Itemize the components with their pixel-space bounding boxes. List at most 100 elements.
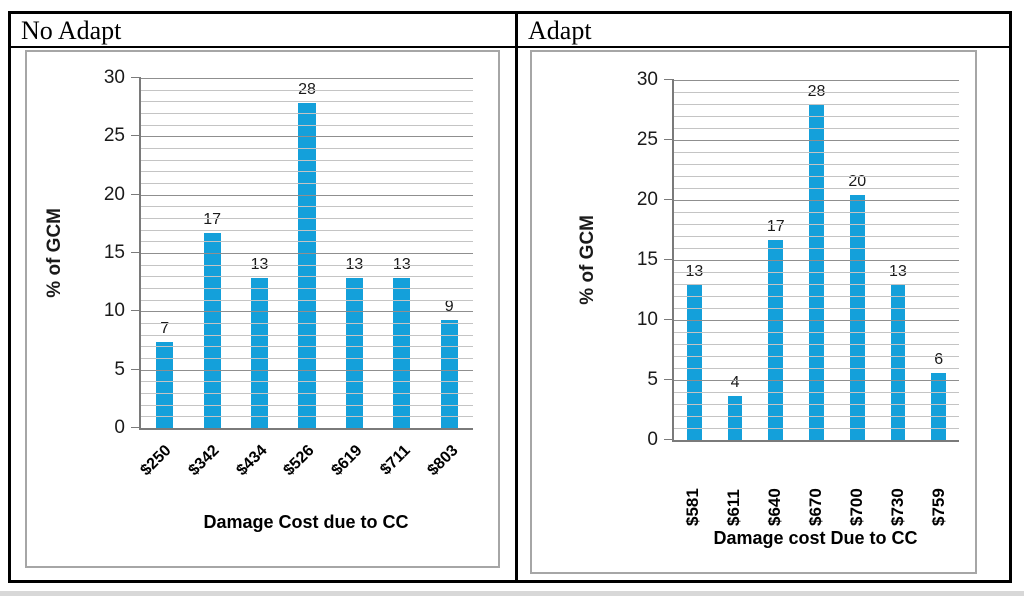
y-tick-mark (664, 259, 674, 260)
x-tick-slot: $670 (795, 452, 836, 526)
minor-grid-line (674, 92, 959, 93)
bar-usd342: 17 (203, 211, 221, 428)
y-tick-label: 0 (647, 429, 658, 450)
minor-grid-line (141, 101, 473, 103)
x-tick-label: $526 (280, 442, 319, 480)
y-tick-label: 20 (103, 183, 125, 205)
x-tick-slot: $619 (329, 438, 378, 504)
y-tick-mark (131, 368, 141, 370)
bar-value-label: 13 (392, 255, 411, 273)
minor-grid-line (141, 218, 473, 219)
minor-grid-line (674, 248, 959, 249)
two-panel-table: No Adapt % of GCM 7 17 13 28 13 13 9 0 5 10 15 20 2… (8, 11, 1012, 583)
bar-slot: 13 (878, 80, 919, 440)
minor-grid-line (674, 296, 959, 297)
chart-adapt: % of GCM 13 4 17 28 20 13 6 0 5 10 15 20 25 30 $581 $… (530, 50, 977, 574)
panel-body-no-adapt: % of GCM 7 17 13 28 13 13 9 0 5 10 15 20 25 30 $250 $… (11, 48, 515, 580)
panel-title-adapt: Adapt (518, 14, 1009, 48)
minor-grid-line (141, 113, 473, 114)
minor-grid-line (674, 152, 959, 153)
x-tick-slot: $730 (877, 452, 918, 526)
minor-grid-line (674, 176, 959, 177)
y-tick-mark (664, 79, 674, 80)
bar-usd619: 13 (345, 256, 363, 428)
x-axis-block: $250 $342 $434 $526 $619 $711 $803 Damage Cost… (137, 438, 473, 533)
y-tick-label: 25 (103, 125, 125, 147)
y-tick-mark (131, 77, 141, 78)
x-tick-slot: $711 (377, 438, 426, 504)
bar-value-label: 7 (160, 319, 170, 337)
plot-area: % of GCM 7 17 13 28 13 13 9 0 5 10 15 20 25 30 (44, 67, 473, 438)
minor-grid-line (141, 381, 473, 383)
bar-usd250: 7 (156, 320, 174, 428)
minor-grid-line (674, 344, 959, 345)
bar-value-label: 13 (250, 255, 269, 273)
x-tick-label: $581 (682, 488, 702, 526)
x-tick-slot: $611 (713, 452, 754, 526)
minor-grid-line (141, 346, 473, 348)
x-axis-title: Damage cost Due to CC (713, 528, 918, 548)
y-tick-mark (131, 135, 141, 137)
minor-grid-line (141, 183, 473, 184)
minor-grid-line (141, 159, 473, 161)
minor-grid-line (141, 288, 473, 289)
minor-grid-line (674, 272, 959, 273)
bar-value-label: 6 (934, 350, 944, 368)
y-axis-title-box: % of GCM (35, 78, 75, 428)
minor-grid-line (674, 224, 959, 225)
x-tick-label: $342 (185, 442, 223, 480)
x-tick-label: $250 (137, 442, 175, 480)
minor-grid-line (674, 356, 959, 357)
x-tick-slot: $700 (836, 452, 877, 526)
minor-grid-line (141, 148, 473, 149)
minor-grid-line (674, 236, 959, 237)
x-axis-block: $581 $611 $640 $670 $700 $730 $759 Damage cost… (672, 452, 959, 549)
bar-slot: 20 (837, 80, 878, 440)
major-grid-line (674, 380, 959, 381)
y-tick-mark (664, 439, 674, 440)
bar-usd759: 6 (931, 351, 946, 440)
bar-usd700: 20 (848, 173, 866, 440)
minor-grid-line (674, 212, 959, 213)
bar-value-label: 9 (444, 297, 454, 315)
x-axis-title: Damage Cost due to CC (203, 512, 409, 532)
bar-value-label: 13 (889, 263, 907, 281)
minor-grid-line (141, 171, 473, 173)
minor-grid-line (141, 334, 473, 336)
major-grid-line (141, 78, 473, 79)
bar-usd581: 13 (685, 263, 703, 440)
y-tick-label: 15 (103, 242, 125, 263)
bar-value-label: 13 (685, 263, 704, 281)
minor-grid-line (674, 284, 959, 285)
minor-grid-line (674, 164, 959, 165)
y-tick-label: 15 (636, 249, 658, 270)
bar-slot: 6 (918, 80, 959, 440)
bar-usd434: 13 (251, 256, 268, 428)
minor-grid-line (141, 124, 473, 126)
y-tick-mark (664, 318, 674, 320)
y-tick-label: 5 (647, 369, 658, 390)
major-grid-line (674, 320, 959, 321)
minor-grid-line (674, 404, 959, 405)
minor-grid-line (674, 188, 959, 189)
minor-grid-line (141, 416, 473, 418)
y-tick-label: 30 (103, 67, 125, 88)
y-tick-label: 20 (636, 188, 658, 210)
bar-value-label: 4 (730, 373, 740, 391)
x-tick-label: $759 (928, 488, 948, 526)
minor-grid-line (674, 308, 959, 309)
major-grid-line (141, 311, 473, 313)
x-tick-label: $434 (233, 442, 271, 480)
bar-slot: 17 (188, 78, 235, 428)
minor-grid-line (141, 206, 473, 208)
chart-no-adapt: % of GCM 7 17 13 28 13 13 9 0 5 10 15 20 25 30 $250 $… (25, 50, 500, 568)
major-grid-line (674, 80, 959, 81)
major-grid-line (674, 200, 959, 201)
bar-value-label: 20 (848, 173, 867, 191)
bar-value-label: 28 (807, 83, 826, 101)
minor-grid-line (141, 89, 473, 91)
y-axis-title-box: % of GCM (568, 80, 608, 440)
major-grid-line (141, 369, 473, 371)
y-tick-mark (131, 427, 141, 428)
minor-grid-line (141, 358, 473, 359)
